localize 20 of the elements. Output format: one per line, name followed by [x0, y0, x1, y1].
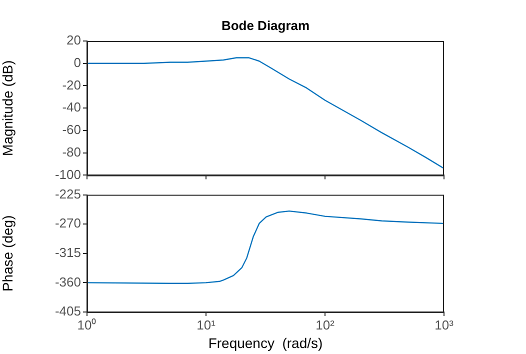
y-tick-label: -405 — [54, 304, 81, 319]
y-axis-title: Magnitude (dB) — [0, 60, 16, 156]
y-tick-label: -80 — [62, 144, 81, 160]
y-tick-label: -270 — [54, 216, 81, 231]
chart-title: Bode Diagram — [221, 18, 310, 33]
y-axis-title: Phase (deg) — [0, 215, 16, 292]
y-tick-label: 0 — [74, 54, 81, 70]
y-tick-label: -225 — [54, 186, 81, 202]
y-tick-label: -360 — [54, 274, 81, 290]
x-tick-label: 10⁰ — [77, 317, 97, 332]
y-tick-label: -100 — [54, 166, 81, 182]
y-tick-label: -60 — [62, 122, 81, 138]
x-tick-label: 10² — [316, 317, 336, 332]
y-tick-label: -315 — [54, 244, 81, 260]
x-axis-title: Frequency (rad/s) — [208, 334, 323, 351]
y-tick-label: -40 — [62, 100, 81, 115]
x-tick-label: 10¹ — [196, 317, 216, 332]
y-tick-label: 20 — [66, 32, 81, 48]
y-tick-label: -20 — [62, 77, 81, 92]
x-tick-label: 10³ — [434, 317, 454, 332]
